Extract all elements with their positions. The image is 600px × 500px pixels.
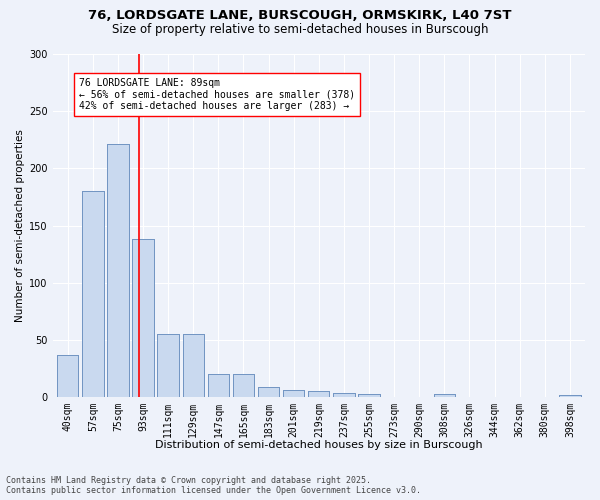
Bar — [434, 394, 455, 397]
Bar — [308, 392, 329, 397]
Bar — [182, 334, 204, 397]
Text: 76 LORDSGATE LANE: 89sqm
← 56% of semi-detached houses are smaller (378)
42% of : 76 LORDSGATE LANE: 89sqm ← 56% of semi-d… — [79, 78, 355, 111]
Bar — [258, 387, 279, 397]
Bar — [283, 390, 304, 397]
Bar — [258, 387, 279, 397]
X-axis label: Distribution of semi-detached houses by size in Burscough: Distribution of semi-detached houses by … — [155, 440, 482, 450]
Bar — [157, 334, 179, 397]
Bar — [559, 395, 581, 397]
Bar — [283, 390, 304, 397]
Text: 76, LORDSGATE LANE, BURSCOUGH, ORMSKIRK, L40 7ST: 76, LORDSGATE LANE, BURSCOUGH, ORMSKIRK,… — [88, 9, 512, 22]
Bar — [57, 355, 79, 397]
Bar — [107, 144, 128, 397]
Bar — [333, 392, 355, 397]
Bar — [308, 392, 329, 397]
Bar — [434, 394, 455, 397]
Bar — [333, 392, 355, 397]
Y-axis label: Number of semi-detached properties: Number of semi-detached properties — [15, 129, 25, 322]
Bar — [208, 374, 229, 397]
Bar — [157, 334, 179, 397]
Bar — [358, 394, 380, 397]
Bar — [133, 240, 154, 397]
Bar — [133, 240, 154, 397]
Bar — [57, 355, 79, 397]
Bar — [559, 395, 581, 397]
Bar — [208, 374, 229, 397]
Bar — [358, 394, 380, 397]
Bar — [233, 374, 254, 397]
Bar — [82, 191, 104, 397]
Bar — [82, 191, 104, 397]
Text: Contains HM Land Registry data © Crown copyright and database right 2025.
Contai: Contains HM Land Registry data © Crown c… — [6, 476, 421, 495]
Bar — [233, 374, 254, 397]
Bar — [182, 334, 204, 397]
Bar — [107, 144, 128, 397]
Text: Size of property relative to semi-detached houses in Burscough: Size of property relative to semi-detach… — [112, 22, 488, 36]
